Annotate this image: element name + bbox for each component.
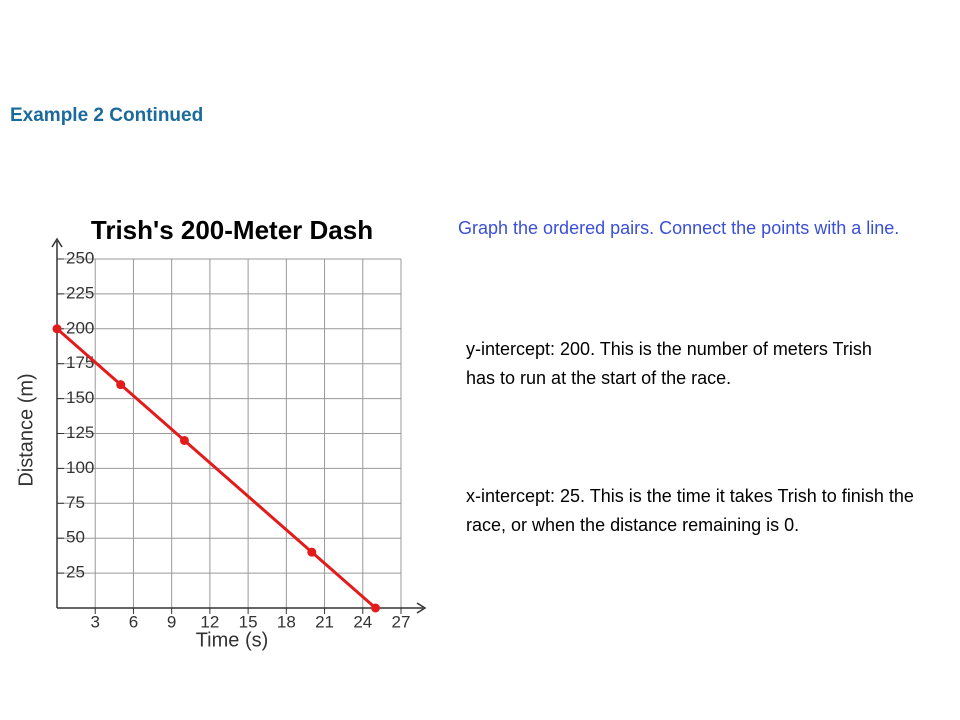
y-tick-label: 125 [66, 423, 94, 442]
x-tick-label: 3 [90, 612, 99, 631]
x-axis-label: Time (s) [196, 629, 269, 651]
y-tick-label: 225 [66, 283, 94, 302]
explanation: y-intercept: 200. This is the number of … [466, 339, 872, 388]
data-point [371, 603, 381, 613]
data-point [52, 324, 62, 334]
y-tick-label: 25 [66, 563, 85, 582]
y-tick-label: 150 [66, 388, 94, 407]
y-axis-label: Distance (m) [15, 373, 37, 486]
data-point [307, 547, 317, 557]
x-tick-label: 24 [353, 612, 372, 631]
instruction: Graph the ordered pairs. Connect the poi… [458, 218, 900, 238]
y-axis-arrow [51, 237, 63, 248]
explanation: x-intercept: 25. This is the time it tak… [466, 486, 914, 535]
x-tick-label: 18 [277, 612, 296, 631]
x-tick-label: 21 [315, 612, 334, 631]
y-tick-label: 250 [66, 248, 94, 267]
y-tick-label: 50 [66, 528, 85, 547]
slide-title: Example 2 Continued [10, 105, 204, 126]
y-tick-label: 75 [66, 493, 85, 512]
x-tick-label: 15 [239, 612, 258, 631]
y-tick-label: 200 [66, 318, 94, 337]
x-tick-label: 27 [392, 612, 411, 631]
y-tick-label: 100 [66, 458, 94, 477]
y-tick-label: 175 [66, 353, 94, 372]
chart: Trish's 200-Meter Dash Time (s) Distance… [15, 215, 427, 651]
data-point [179, 435, 189, 445]
x-tick-label: 12 [200, 612, 219, 631]
x-tick-label: 9 [167, 612, 176, 631]
chart-title: Trish's 200-Meter Dash [91, 215, 373, 245]
x-tick-label: 6 [129, 612, 138, 631]
data-point [116, 380, 126, 390]
x-axis-arrow [416, 602, 427, 614]
